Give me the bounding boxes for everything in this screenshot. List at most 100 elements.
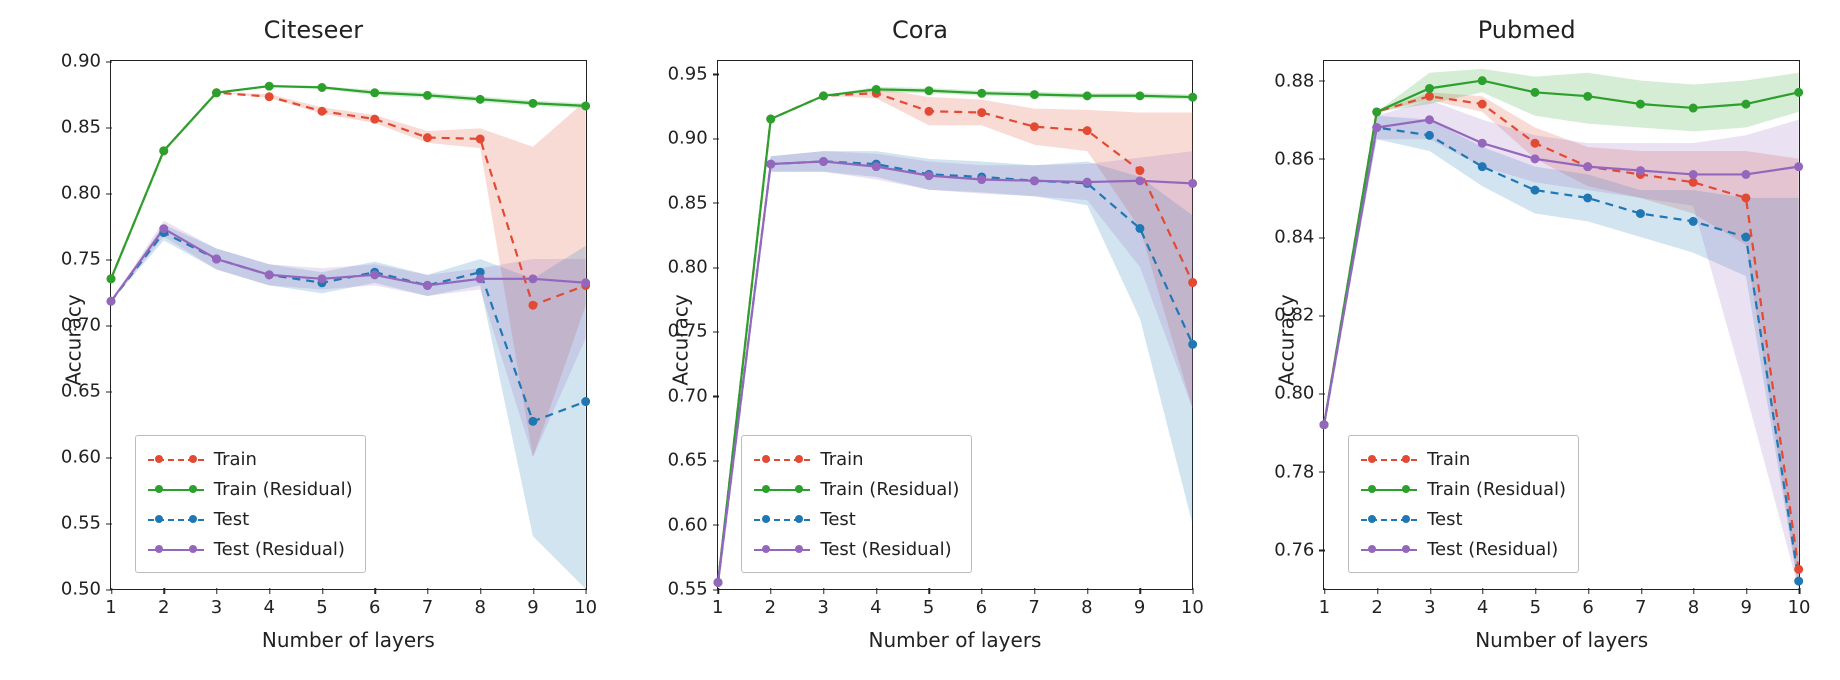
marker-test_residual [1030, 177, 1038, 185]
y-tick: 0.80 [1274, 383, 1324, 404]
marker-train [925, 107, 933, 115]
y-tick: 0.85 [61, 117, 111, 138]
legend-label: Test (Residual) [820, 539, 951, 560]
x-tick: 6 [369, 589, 380, 618]
legend-row: Test (Residual) [754, 534, 959, 564]
legend-row: Train (Residual) [1361, 474, 1566, 504]
legend-dot [762, 545, 770, 553]
legend-label: Test (Residual) [214, 539, 345, 560]
marker-test_residual [265, 271, 273, 279]
legend-swatch [148, 541, 204, 557]
legend-swatch [754, 541, 810, 557]
marker-test_residual [318, 275, 326, 283]
legend-label: Test (Residual) [1427, 539, 1558, 560]
panel-pubmed: Pubmed0.760.780.800.820.840.860.88123456… [1223, 10, 1830, 670]
y-tick: 0.75 [61, 249, 111, 270]
marker-train [529, 301, 537, 309]
legend-dot [189, 485, 197, 493]
marker-test_residual [476, 275, 484, 283]
marker-train_residual [1136, 92, 1144, 100]
legend-swatch [148, 451, 204, 467]
marker-train_residual [582, 102, 590, 110]
legend-dot [155, 515, 163, 523]
marker-test_residual [1136, 177, 1144, 185]
marker-train_residual [819, 92, 827, 100]
x-tick: 4 [263, 589, 274, 618]
marker-train [977, 109, 985, 117]
marker-train [1030, 123, 1038, 131]
marker-train_residual [1584, 92, 1592, 100]
marker-train_residual [529, 99, 537, 107]
marker-train_residual [265, 82, 273, 90]
marker-test [1637, 210, 1645, 218]
y-tick: 0.60 [668, 514, 718, 535]
legend-dot [762, 485, 770, 493]
marker-train [1479, 100, 1487, 108]
y-axis-label: Accuracy [668, 294, 692, 385]
marker-test_residual [819, 158, 827, 166]
y-tick: 0.80 [668, 257, 718, 278]
x-tick: 3 [1424, 589, 1435, 618]
marker-test [1795, 577, 1803, 585]
marker-test_residual [1742, 171, 1750, 179]
marker-test_residual [1188, 179, 1196, 187]
marker-train [1795, 565, 1803, 573]
marker-train [423, 134, 431, 142]
marker-test_residual [925, 172, 933, 180]
marker-train_residual [318, 84, 326, 92]
marker-test_residual [1479, 139, 1487, 147]
panel-title: Citeseer [10, 16, 617, 44]
marker-test_residual [1320, 421, 1328, 429]
legend-dot [189, 545, 197, 553]
axes: 0.550.600.650.700.750.800.850.900.951234… [717, 60, 1194, 590]
legend-label: Test [1427, 509, 1462, 530]
marker-test [1426, 131, 1434, 139]
x-tick: 3 [211, 589, 222, 618]
legend-swatch [148, 511, 204, 527]
y-tick: 0.90 [668, 128, 718, 149]
marker-train_residual [1795, 88, 1803, 96]
x-axis-label: Number of layers [110, 628, 587, 652]
legend-swatch [754, 481, 810, 497]
legend-dot [155, 545, 163, 553]
panel-title: Pubmed [1223, 16, 1830, 44]
marker-train_residual [1531, 88, 1539, 96]
legend-row: Train (Residual) [148, 474, 353, 504]
marker-test_residual [160, 225, 168, 233]
y-tick: 0.84 [1274, 227, 1324, 248]
x-tick: 1 [1319, 589, 1330, 618]
marker-train_residual [1742, 100, 1750, 108]
legend-row: Test [148, 504, 353, 534]
y-tick: 0.95 [668, 63, 718, 84]
legend-label: Train [214, 449, 257, 470]
x-tick: 6 [976, 589, 987, 618]
marker-test [1531, 186, 1539, 194]
legend-dot [155, 455, 163, 463]
marker-train_residual [1373, 108, 1381, 116]
legend-dot [1402, 545, 1410, 553]
legend-row: Test (Residual) [1361, 534, 1566, 564]
legend-swatch [1361, 511, 1417, 527]
marker-test [1136, 224, 1144, 232]
legend-dot [795, 515, 803, 523]
x-tick: 7 [1635, 589, 1646, 618]
legend-dot [795, 485, 803, 493]
y-tick: 0.60 [61, 447, 111, 468]
legend-label: Test [820, 509, 855, 530]
legend: Train Train (Residual) Test Test (Residual) [135, 435, 366, 573]
legend-swatch [148, 481, 204, 497]
y-tick: 0.86 [1274, 148, 1324, 169]
marker-test_residual [872, 163, 880, 171]
x-tick: 4 [870, 589, 881, 618]
marker-train_residual [212, 89, 220, 97]
marker-train [476, 135, 484, 143]
marker-test [1188, 340, 1196, 348]
legend: TrainTrain (Residual)TestTest (Residual) [741, 435, 972, 573]
legend-row: Train [754, 444, 959, 474]
marker-test_residual [1637, 167, 1645, 175]
legend-dot [1402, 515, 1410, 523]
legend-label: Train [1427, 449, 1470, 470]
x-axis-label: Number of layers [1323, 628, 1800, 652]
marker-train_residual [1637, 100, 1645, 108]
legend-label: Test [214, 509, 249, 530]
